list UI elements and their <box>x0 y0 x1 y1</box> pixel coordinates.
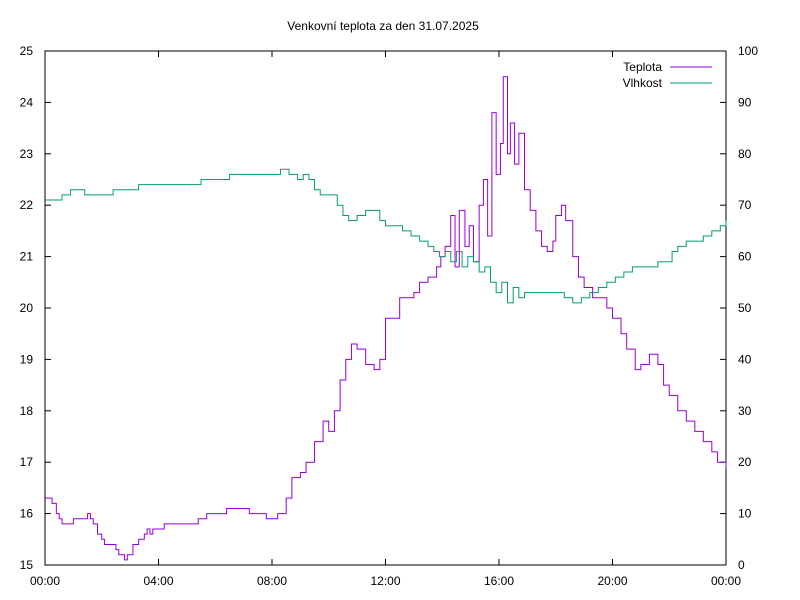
chart-title: Venkovní teplota za den 31.07.2025 <box>287 19 479 33</box>
y-tick-label: 21 <box>20 250 34 264</box>
x-tick-label: 16:00 <box>484 574 514 588</box>
y2-tick-label: 20 <box>738 455 752 469</box>
x-tick-label: 00:00 <box>30 574 60 588</box>
x-tick-label: 08:00 <box>257 574 287 588</box>
x-axis: 00:00 04:00 08:00 12:00 16:00 20:00 00:00 <box>30 51 741 588</box>
y-tick-label: 15 <box>20 558 34 572</box>
plot-border <box>44 50 727 566</box>
y-axis-left: 15 16 17 18 19 20 21 22 23 24 25 <box>20 44 51 572</box>
y2-tick-label: 30 <box>738 404 752 418</box>
x-tick-label: 12:00 <box>370 574 400 588</box>
y-axis-right: 0 10 20 30 40 50 60 70 80 90 100 <box>720 44 758 572</box>
y2-tick-label: 50 <box>738 301 752 315</box>
y-tick-label: 20 <box>20 301 34 315</box>
series-layer <box>45 76 727 561</box>
legend-label: Vlhkost <box>623 76 663 90</box>
y2-tick-label: 40 <box>738 352 752 366</box>
series-line-vlhkost <box>45 168 727 304</box>
y2-tick-label: 0 <box>738 558 745 572</box>
y-tick-label: 24 <box>20 95 34 109</box>
plot-area <box>44 50 727 566</box>
series-line-teplota <box>45 76 727 561</box>
y-tick-label: 25 <box>20 44 34 58</box>
y-tick-label: 22 <box>20 198 34 212</box>
y2-tick-label: 90 <box>738 95 752 109</box>
y2-tick-label: 80 <box>738 147 752 161</box>
y2-tick-label: 70 <box>738 198 752 212</box>
legend-label: Teplota <box>623 60 662 74</box>
y-tick-label: 18 <box>20 404 34 418</box>
y2-tick-label: 100 <box>738 44 758 58</box>
x-tick-label: 20:00 <box>597 574 627 588</box>
y-tick-label: 19 <box>20 352 34 366</box>
y-tick-label: 17 <box>20 455 34 469</box>
x-tick-label: 04:00 <box>143 574 173 588</box>
y2-tick-label: 60 <box>738 250 752 264</box>
legend: Teplota Vlhkost <box>623 60 712 90</box>
x-tick-label: 00:00 <box>711 574 741 588</box>
y2-tick-label: 10 <box>738 507 752 521</box>
y-tick-label: 16 <box>20 507 34 521</box>
y-tick-label: 23 <box>20 147 34 161</box>
